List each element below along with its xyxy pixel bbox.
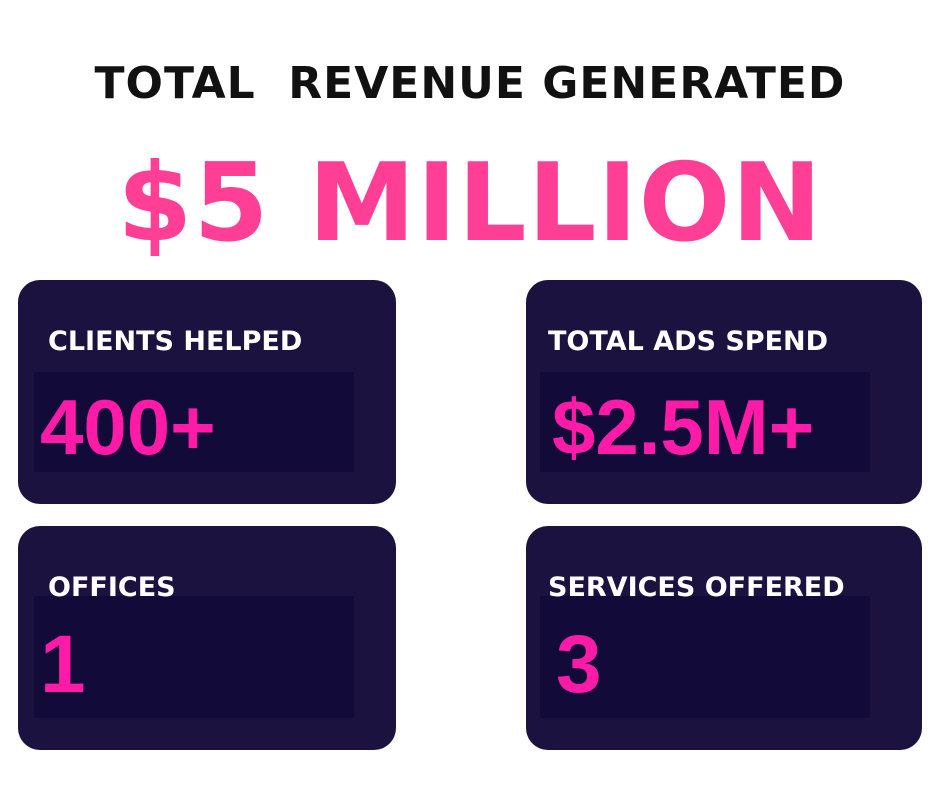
stat-card-clients-helped: CLIENTS HELPED 400+ — [18, 280, 396, 504]
stat-card-offices: OFFICES 1 — [18, 526, 396, 750]
stat-card-total-ads-spend: TOTAL ADS SPEND $2.5M+ — [526, 280, 922, 504]
value-box — [34, 372, 354, 472]
stat-label: CLIENTS HELPED — [48, 326, 303, 357]
stat-value: 3 — [556, 619, 602, 710]
stat-value: 400+ — [40, 383, 216, 471]
value-box — [540, 596, 870, 718]
stat-label: TOTAL ADS SPEND — [548, 326, 829, 357]
value-box — [34, 596, 354, 718]
headline-title: TOTAL REVENUE GENERATED — [94, 58, 846, 109]
stat-label: OFFICES — [48, 572, 176, 603]
stat-value: $2.5M+ — [552, 383, 815, 471]
stat-label: SERVICES OFFERED — [548, 572, 845, 603]
stat-card-services-offered: SERVICES OFFERED 3 — [526, 526, 922, 750]
revenue-amount: $5 MILLION — [117, 141, 823, 266]
stat-value: 1 — [40, 619, 86, 710]
value-box — [540, 372, 870, 472]
